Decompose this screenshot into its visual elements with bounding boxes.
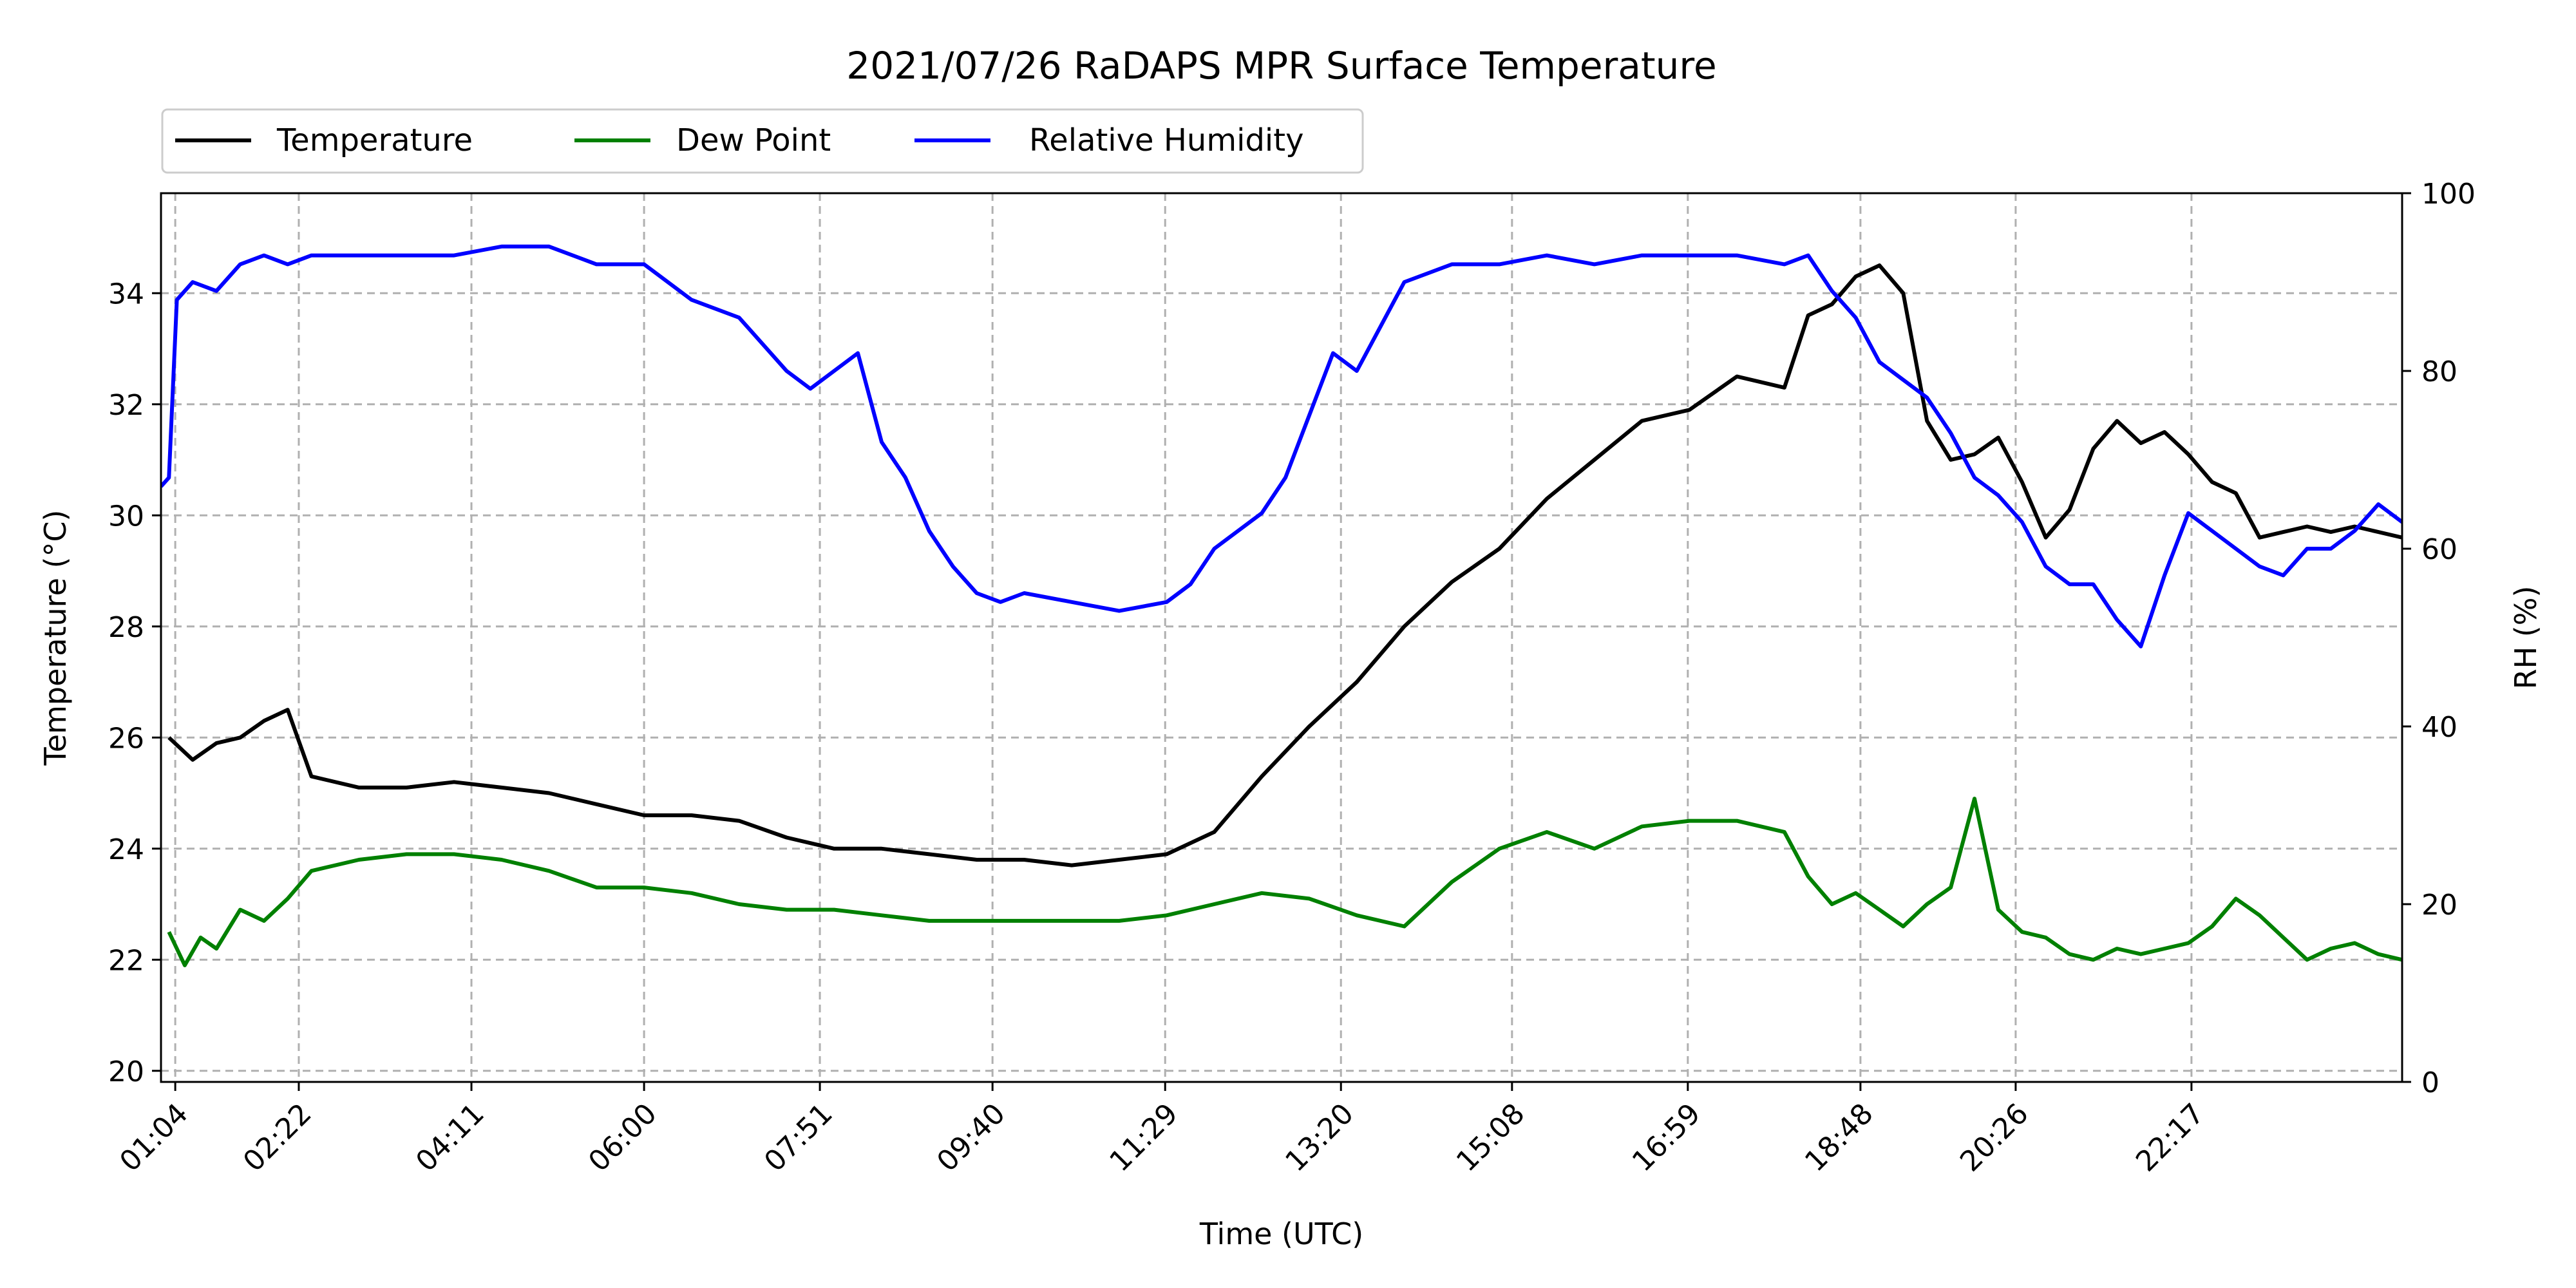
y-right-tick-label: 80 [2421,355,2458,388]
y-left-axis-label: Temperature (°C) [38,509,73,766]
y-right-axis-ticks: 0 20 40 60 80 100 [2402,178,2476,1099]
y-right-tick-label: 40 [2421,711,2458,744]
legend: Temperature Dew Point Relative Humidity [161,108,1364,174]
y-right-tick-label: 60 [2421,533,2458,566]
legend-label-relative-humidity: Relative Humidity [1029,122,1303,158]
y-left-tick-label: 32 [108,389,144,422]
y-right-tick-label: 100 [2421,178,2476,211]
y-left-tick-label: 20 [108,1056,144,1088]
y-left-tick-label: 22 [108,944,144,977]
gridlines [161,193,2402,1082]
y-left-tick-label: 34 [108,278,144,310]
y-right-tick-label: 0 [2421,1066,2439,1099]
series-line-relative-humidity [161,244,2402,649]
y-left-axis-ticks: 20 22 24 26 28 30 32 34 [108,278,161,1088]
series-line-temperature [167,263,2402,867]
legend-label-temperature: Temperature [276,122,473,158]
y-left-tick-label: 24 [108,833,144,866]
y-right-tick-label: 20 [2421,889,2458,922]
legend-label-dew-point: Dew Point [676,122,831,158]
y-left-tick-label: 30 [108,500,144,533]
legend-frame [161,108,1364,174]
y-right-axis-label: RH (%) [2508,586,2543,690]
y-left-tick-label: 26 [108,722,144,755]
chart-title: 2021/07/26 RaDAPS MPR Surface Temperatur… [846,44,1716,88]
x-axis-label: Time (UTC) [1199,1217,1363,1251]
y-left-tick-label: 28 [108,611,144,644]
series-line-dew-point [167,797,2402,967]
series-layer [161,244,2402,967]
plot-frame [160,192,2403,1083]
